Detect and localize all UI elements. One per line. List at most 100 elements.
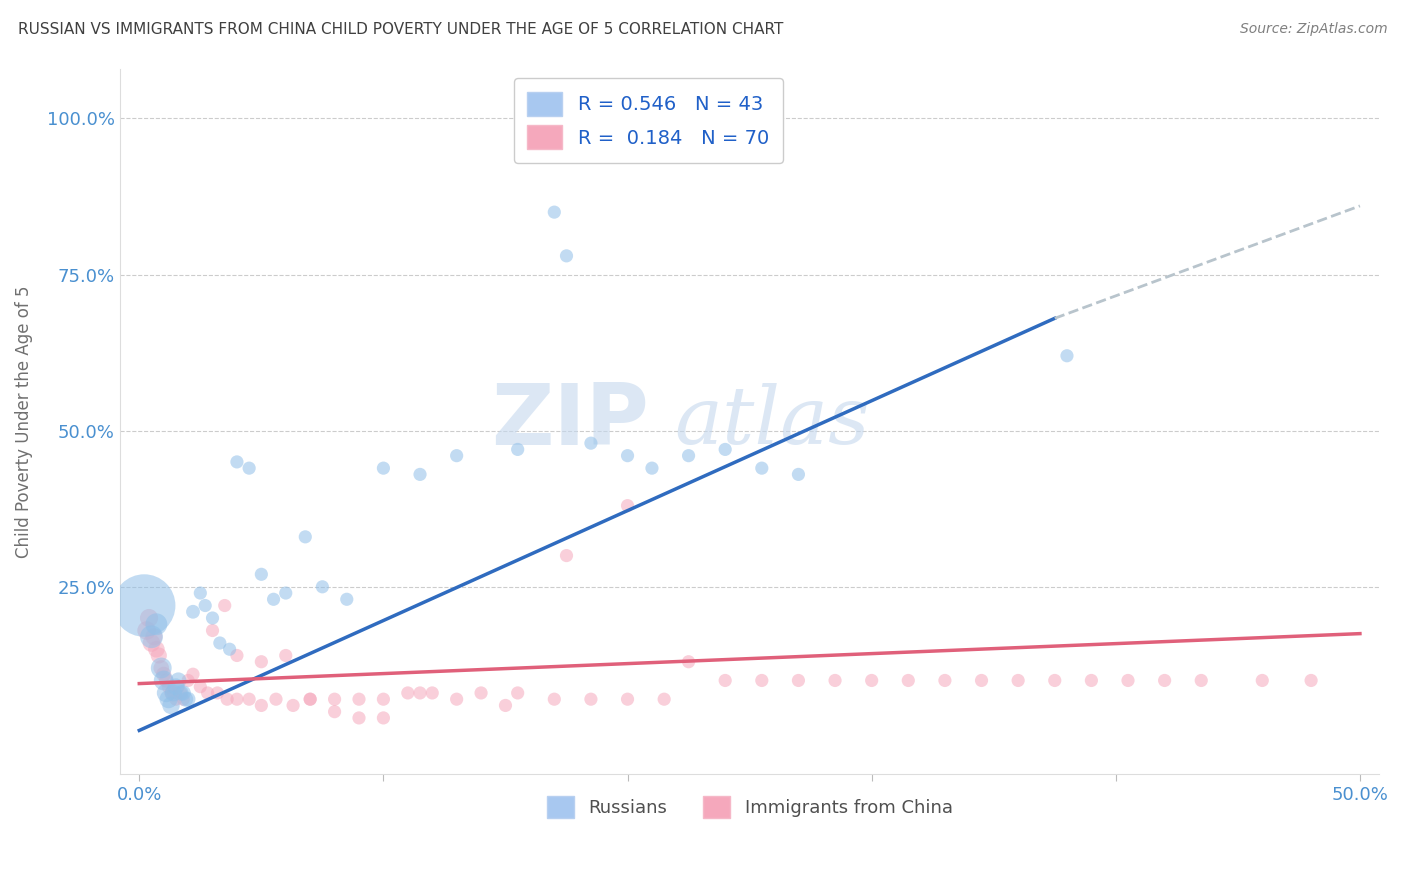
Point [1043,673,1066,688]
Point [323,705,346,719]
Point [250,567,273,582]
Text: atlas: atlas [673,383,869,460]
Point [373,692,395,706]
Point [311,580,333,594]
Point [250,655,273,669]
Point [506,686,529,700]
Point [555,549,578,563]
Point [150,661,173,675]
Point [495,698,517,713]
Point [934,673,956,688]
Point [751,673,773,688]
Point [150,661,173,675]
Point [506,442,529,457]
Y-axis label: Child Poverty Under the Age of 5: Child Poverty Under the Age of 5 [15,285,32,558]
Point [145,642,167,657]
Point [678,449,700,463]
Point [162,686,184,700]
Point [281,698,304,713]
Point [226,455,249,469]
Point [197,686,219,700]
Point [1116,673,1139,688]
Point [1080,673,1102,688]
Point [347,692,370,706]
Point [142,630,165,644]
Point [409,467,432,482]
Point [134,599,156,613]
Point [714,442,737,457]
Point [1153,673,1175,688]
Point [409,686,432,700]
Point [167,673,190,688]
Point [616,499,638,513]
Point [373,461,395,475]
Point [157,680,180,694]
Point [145,617,167,632]
Point [188,586,211,600]
Point [181,605,204,619]
Point [155,686,177,700]
Point [543,205,565,219]
Point [141,636,163,650]
Point [294,530,316,544]
Point [652,692,675,706]
Point [155,673,177,688]
Point [157,692,180,706]
Point [208,636,231,650]
Point [160,698,183,713]
Point [299,692,322,706]
Point [714,673,737,688]
Point [226,648,249,663]
Point [274,648,297,663]
Point [897,673,920,688]
Point [347,711,370,725]
Point [1007,673,1029,688]
Point [373,711,395,725]
Point [396,686,419,700]
Point [188,680,211,694]
Text: Source: ZipAtlas.com: Source: ZipAtlas.com [1240,22,1388,37]
Point [250,698,273,713]
Point [824,673,846,688]
Point [555,249,578,263]
Point [170,686,193,700]
Point [152,673,174,688]
Point [543,692,565,706]
Point [165,680,187,694]
Point [194,599,217,613]
Point [226,692,249,706]
Point [579,692,602,706]
Point [446,449,468,463]
Point [274,586,297,600]
Point [165,692,187,706]
Point [201,611,224,625]
Point [170,686,193,700]
Point [214,599,236,613]
Point [148,648,170,663]
Text: RUSSIAN VS IMMIGRANTS FROM CHINA CHILD POVERTY UNDER THE AGE OF 5 CORRELATION CH: RUSSIAN VS IMMIGRANTS FROM CHINA CHILD P… [18,22,783,37]
Text: ZIP: ZIP [491,380,648,463]
Point [172,686,194,700]
Point [201,624,224,638]
Point [579,436,602,450]
Point [177,692,200,706]
Point [323,692,346,706]
Point [1189,673,1212,688]
Point [177,673,200,688]
Point [263,592,285,607]
Point [207,686,229,700]
Point [1056,349,1078,363]
Point [787,673,810,688]
Point [141,630,163,644]
Point [1301,673,1323,688]
Point [238,692,260,706]
Point [970,673,993,688]
Point [787,467,810,482]
Point [135,624,157,638]
Point [152,667,174,681]
Point [162,686,184,700]
Point [446,692,468,706]
Point [616,449,638,463]
Point [641,461,664,475]
Point [238,461,260,475]
